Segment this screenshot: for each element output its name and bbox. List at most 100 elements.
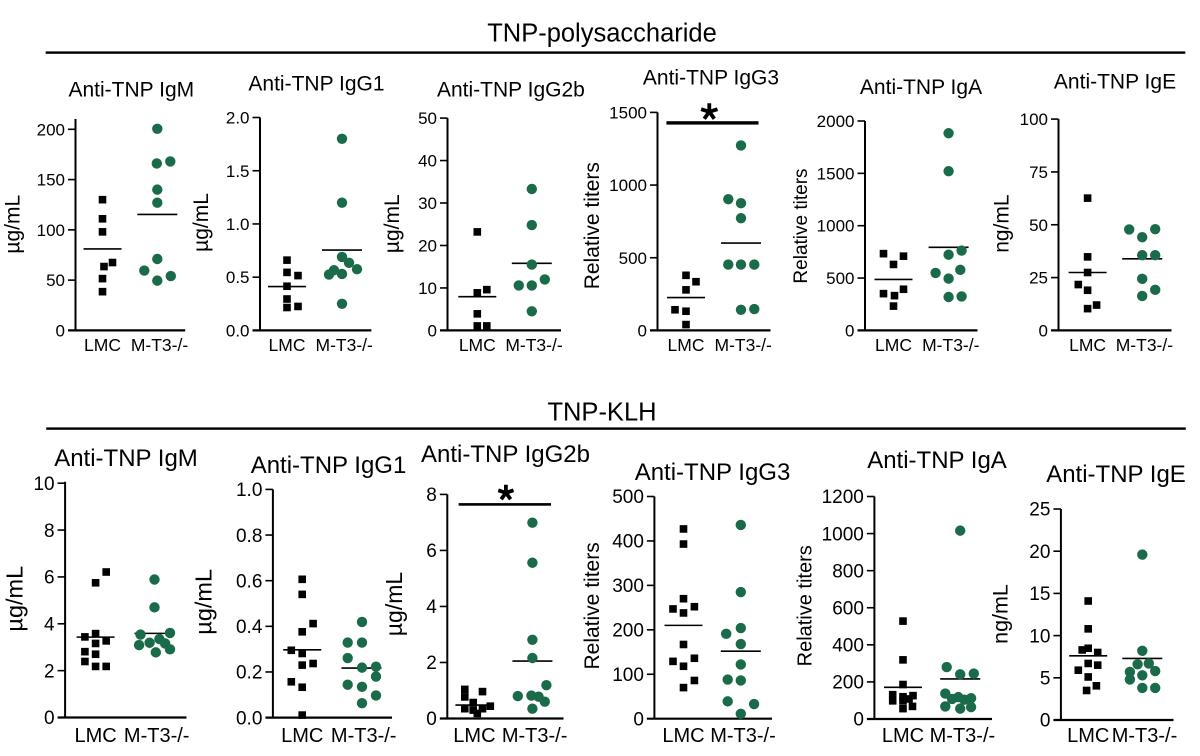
svg-text:600: 600 [832,598,864,619]
svg-text:50: 50 [418,109,437,128]
svg-text:150: 150 [37,171,65,190]
svg-text:6: 6 [426,541,437,562]
svg-text:0.6: 0.6 [236,571,262,592]
svg-text:LMC: LMC [1069,335,1106,355]
svg-text:LMC: LMC [882,725,924,747]
svg-text:0.4: 0.4 [236,617,263,638]
svg-text:M-T3-/-: M-T3-/- [922,335,980,355]
svg-text:0: 0 [44,708,55,729]
svg-text:500: 500 [826,269,854,288]
svg-text:Relative titers: Relative titers [581,162,604,289]
svg-text:100: 100 [1020,110,1048,129]
svg-text:Anti-TNP IgG3: Anti-TNP IgG3 [643,66,779,89]
svg-text:1.0: 1.0 [226,215,250,234]
svg-text:LMC: LMC [875,335,912,355]
svg-text:1.0: 1.0 [236,480,262,501]
svg-text:0: 0 [426,709,437,730]
svg-text:10: 10 [418,279,437,298]
svg-text:50: 50 [46,271,65,290]
svg-text:0: 0 [638,321,647,340]
svg-text:0.5: 0.5 [226,268,250,287]
svg-text:LMC: LMC [281,725,323,747]
svg-text:0: 0 [428,321,437,340]
svg-text:µg/mL: µg/mL [190,193,213,252]
svg-text:0.8: 0.8 [236,526,262,547]
svg-text:TNP-KLH: TNP-KLH [547,399,656,427]
svg-text:8: 8 [426,485,437,506]
svg-text:M-T3-/-: M-T3-/- [710,725,776,747]
svg-text:µg/mL: µg/mL [190,569,216,635]
svg-text:40: 40 [418,152,437,171]
svg-text:Relative titers: Relative titers [795,545,817,666]
svg-text:0.0: 0.0 [236,708,262,729]
svg-text:15: 15 [1029,584,1050,605]
svg-text:Anti-TNP IgE: Anti-TNP IgE [1054,70,1176,93]
svg-text:500: 500 [612,487,644,508]
svg-text:LMC: LMC [662,725,704,747]
svg-text:ng/mL: ng/mL [991,194,1014,252]
svg-text:M-T3-/-: M-T3-/- [1112,725,1178,747]
svg-text:400: 400 [832,636,864,657]
svg-text:TNP-polysaccharide: TNP-polysaccharide [487,20,717,48]
svg-text:µg/mL: µg/mL [1,195,24,254]
svg-text:500: 500 [619,249,647,268]
svg-text:Anti-TNP IgM: Anti-TNP IgM [54,445,198,472]
svg-text:2: 2 [44,661,55,682]
svg-text:0.2: 0.2 [236,663,262,684]
svg-text:Anti-TNP IgG2b: Anti-TNP IgG2b [437,78,585,101]
svg-text:1200: 1200 [822,487,864,508]
svg-text:Anti-TNP IgA: Anti-TNP IgA [860,76,982,99]
svg-text:Anti-TNP IgG1: Anti-TNP IgG1 [251,452,407,479]
svg-text:300: 300 [612,576,644,597]
svg-text:µg/mL: µg/mL [381,194,404,253]
svg-text:M-T3-/-: M-T3-/- [316,335,374,355]
svg-text:50: 50 [1029,216,1048,235]
svg-text:0: 0 [56,321,65,340]
svg-text:M-T3-/-: M-T3-/- [505,335,563,355]
svg-text:1500: 1500 [609,103,647,122]
svg-text:LMC: LMC [459,335,496,355]
svg-text:30: 30 [418,194,437,213]
svg-text:6: 6 [44,568,55,589]
svg-text:100: 100 [37,221,65,240]
svg-text:LMC: LMC [74,725,116,747]
svg-text:Relative titers: Relative titers [791,168,812,283]
svg-text:µg/mL: µg/mL [381,572,407,637]
svg-text:100: 100 [612,665,644,686]
svg-text:800: 800 [832,561,864,582]
svg-text:LMC: LMC [668,335,705,355]
svg-text:25: 25 [1029,269,1048,288]
svg-text:4: 4 [44,615,55,636]
svg-text:10: 10 [33,474,54,495]
svg-text:M-T3-/-: M-T3-/- [715,335,773,355]
svg-text:LMC: LMC [1067,725,1109,747]
svg-text:Anti-TNP IgG1: Anti-TNP IgG1 [248,73,384,96]
svg-text:M-T3-/-: M-T3-/- [124,725,190,747]
svg-text:LMC: LMC [453,725,495,747]
svg-text:Anti-TNP IgM: Anti-TNP IgM [68,78,194,101]
svg-text:400: 400 [612,532,644,553]
svg-text:20: 20 [418,237,437,256]
svg-text:M-T3-/-: M-T3-/- [131,335,189,355]
svg-text:8: 8 [44,521,55,542]
svg-text:0: 0 [1039,321,1048,340]
svg-text:200: 200 [612,621,644,642]
svg-text:M-T3-/-: M-T3-/- [930,725,996,747]
svg-text:Anti-TNP IgG2b: Anti-TNP IgG2b [421,441,590,468]
svg-text:M-T3-/-: M-T3-/- [1116,335,1174,355]
svg-text:1000: 1000 [817,217,855,236]
svg-text:200: 200 [37,120,65,139]
svg-text:0.0: 0.0 [226,321,250,340]
svg-text:75: 75 [1029,163,1048,182]
svg-text:5: 5 [1040,669,1051,690]
svg-text:1500: 1500 [817,164,855,183]
svg-text:1000: 1000 [822,524,864,545]
svg-text:Anti-TNP IgG3: Anti-TNP IgG3 [635,459,791,486]
svg-text:10: 10 [1029,626,1050,647]
svg-text:Anti-TNP IgE: Anti-TNP IgE [1046,461,1186,488]
svg-text:LMC: LMC [84,335,121,355]
svg-text:M-T3-/-: M-T3-/- [502,725,568,747]
svg-text:4: 4 [426,597,437,618]
svg-text:0: 0 [845,321,854,340]
svg-text:0: 0 [853,710,864,731]
